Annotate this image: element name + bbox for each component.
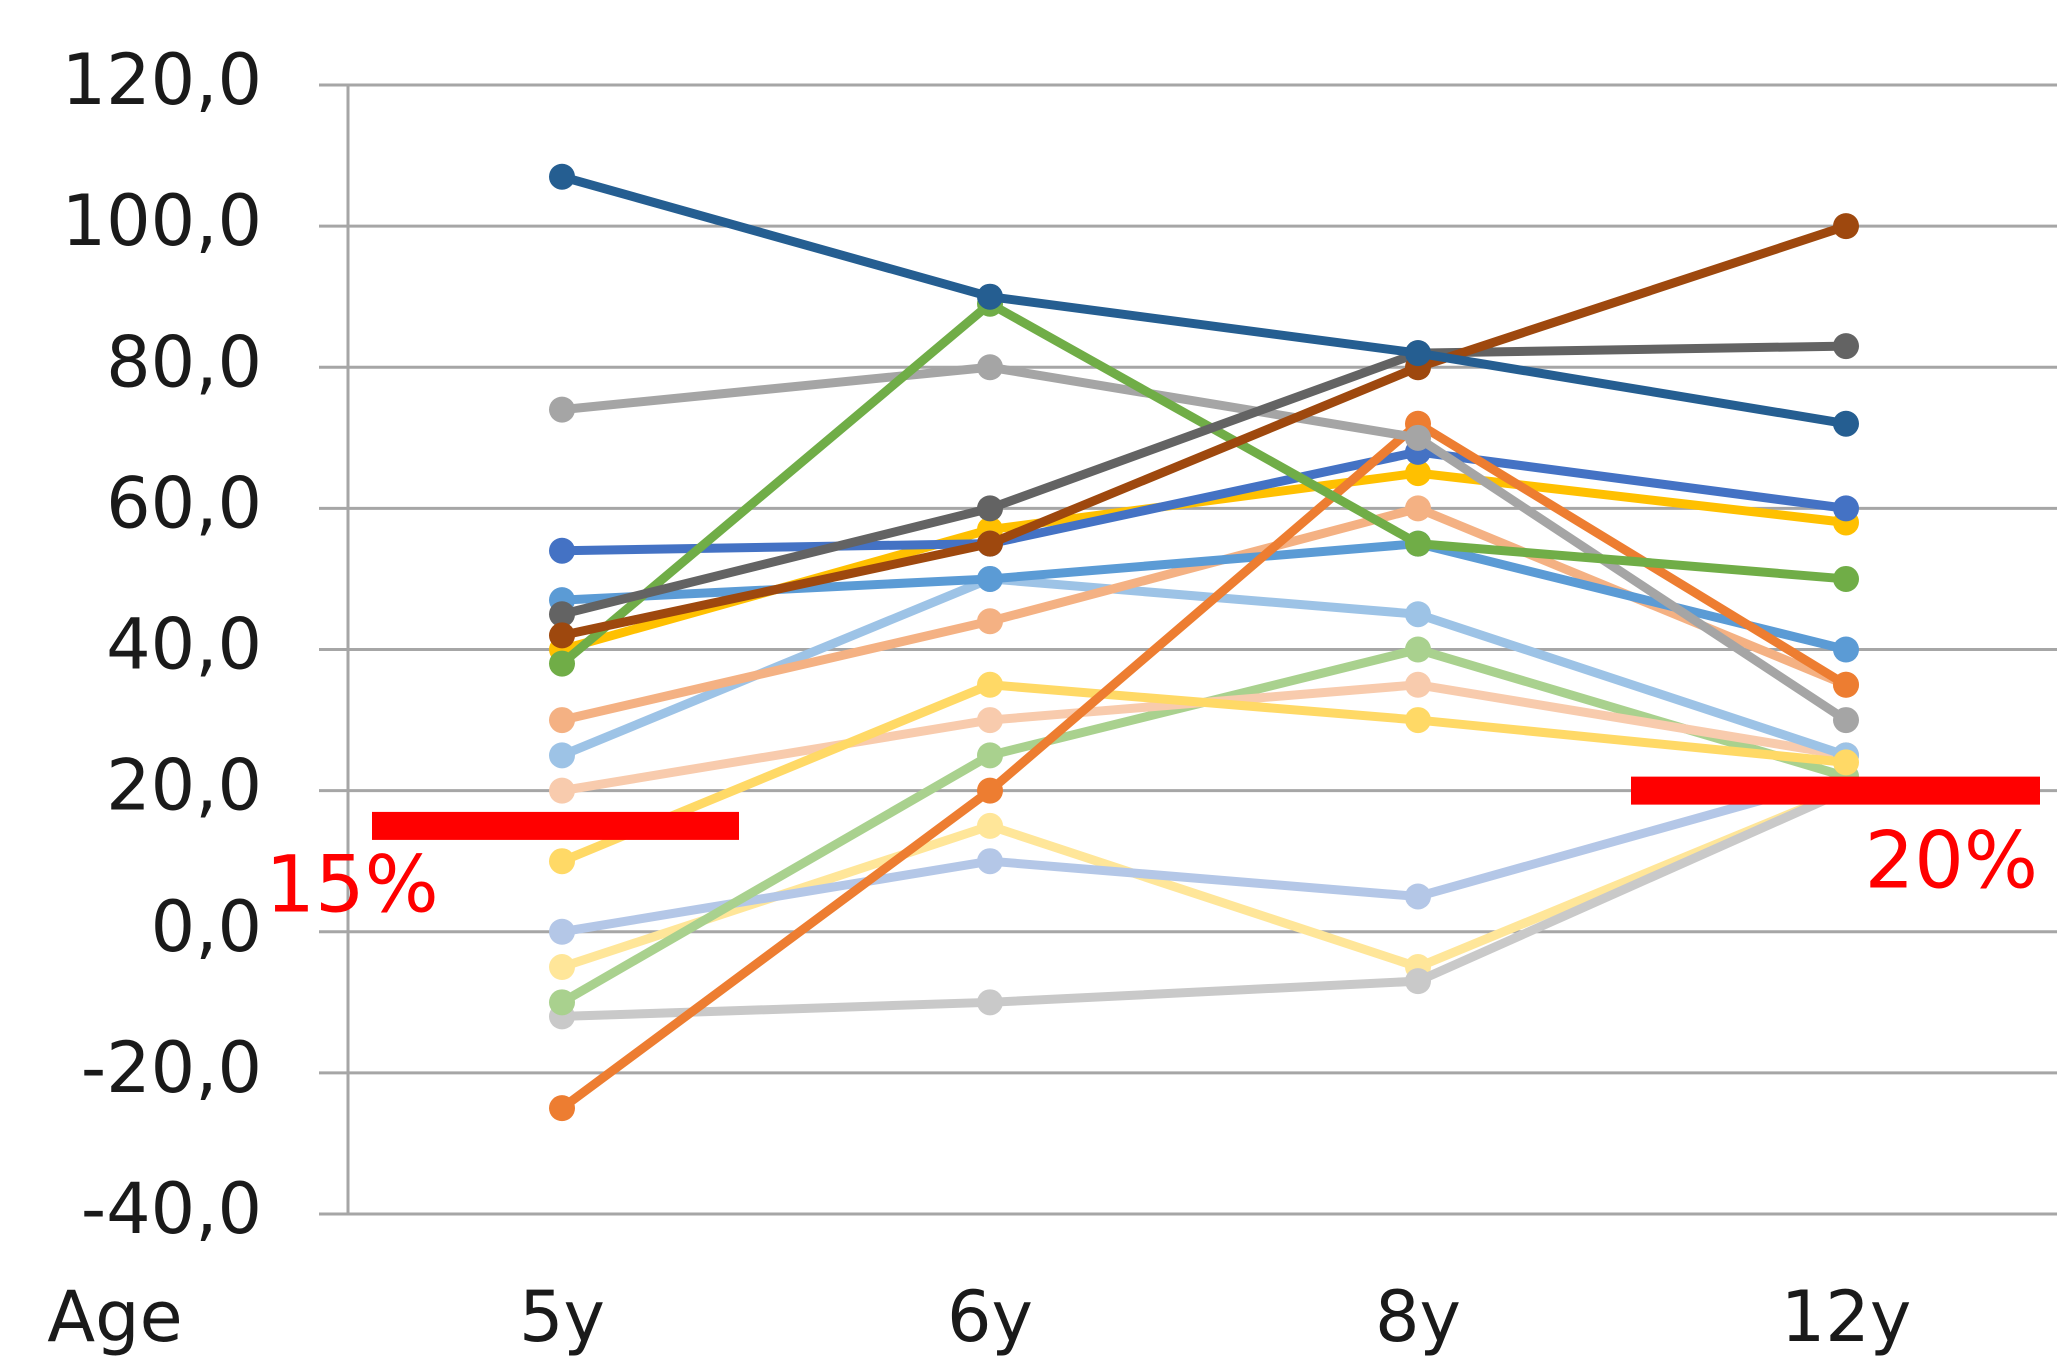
data-point: [1405, 530, 1431, 557]
data-point: [1833, 495, 1859, 522]
data-point: [549, 989, 575, 1016]
data-point: [977, 283, 1003, 310]
series: [549, 163, 1859, 437]
data-point: [1405, 601, 1431, 628]
data-point: [977, 989, 1003, 1016]
data-point: [549, 650, 575, 677]
data-point: [549, 537, 575, 564]
data-point: [549, 622, 575, 649]
data-point: [977, 742, 1003, 769]
data-point: [549, 742, 575, 769]
data-point: [977, 354, 1003, 381]
data-point: [1833, 636, 1859, 663]
data-point: [977, 777, 1003, 804]
y-tick-label: 0,0: [151, 886, 262, 968]
series: [549, 333, 1859, 628]
y-tick-label: 80,0: [106, 321, 262, 403]
data-point: [977, 495, 1003, 522]
data-point: [1405, 671, 1431, 698]
y-tick-label: 100,0: [62, 180, 262, 262]
series-line: [560, 172, 1847, 429]
y-tick-label: 60,0: [106, 462, 262, 544]
data-point: [1833, 333, 1859, 360]
annotation: 20%: [1865, 816, 2038, 906]
series-line: [561, 772, 1848, 937]
data-point: [1405, 460, 1431, 487]
threshold-bar: [1631, 776, 2040, 805]
x-tick-label: 8y: [1375, 1276, 1461, 1358]
data-point: [1833, 749, 1859, 776]
data-point: [549, 163, 575, 190]
series-line: [561, 221, 1848, 640]
data-point: [1833, 213, 1859, 240]
y-tick-label: 120,0: [62, 39, 262, 121]
data-point: [549, 601, 575, 628]
data-point: [1833, 707, 1859, 734]
series-line: [559, 299, 1847, 668]
data-point: [977, 530, 1003, 557]
data-point: [549, 777, 575, 804]
x-axis-label: Age: [47, 1276, 182, 1358]
data-point: [977, 565, 1003, 592]
data-point: [549, 954, 575, 981]
data-point: [549, 918, 575, 945]
x-tick-label: 12y: [1781, 1276, 1912, 1358]
data-point: [977, 707, 1003, 734]
data-point: [1405, 424, 1431, 451]
x-tick-label: 6y: [947, 1276, 1033, 1358]
series: [549, 671, 1859, 875]
data-point: [1405, 495, 1431, 522]
annotation: 15%: [265, 840, 438, 930]
series-line: [560, 341, 1847, 619]
data-point: [549, 707, 575, 734]
y-tick-label: 20,0: [106, 745, 262, 827]
series: [549, 354, 1859, 734]
data-point: [1405, 968, 1431, 995]
series-line: [561, 786, 1848, 1021]
series-line: [560, 680, 1847, 866]
series-line: [561, 362, 1849, 724]
data-point: [1405, 707, 1431, 734]
data-point: [977, 848, 1003, 875]
data-point: [1833, 410, 1859, 437]
y-tick-label: -20,0: [81, 1027, 262, 1109]
data-point: [977, 812, 1003, 839]
data-point: [1405, 636, 1431, 663]
y-tick-label: -40,0: [81, 1168, 262, 1250]
data-point: [1405, 340, 1431, 367]
data-point: [1833, 671, 1859, 698]
data-point: [1405, 883, 1431, 910]
data-point: [549, 848, 575, 875]
data-point: [549, 1095, 575, 1122]
y-tick-label: 40,0: [106, 604, 262, 686]
series-line: [561, 447, 1847, 556]
series: [549, 410, 1859, 1122]
series-line: [559, 419, 1849, 1112]
data-point: [977, 671, 1003, 698]
data-point: [977, 608, 1003, 635]
x-tick-label: 5y: [519, 1276, 605, 1358]
data-point: [1833, 565, 1859, 592]
data-point: [549, 396, 575, 423]
threshold-bar: [372, 811, 739, 840]
